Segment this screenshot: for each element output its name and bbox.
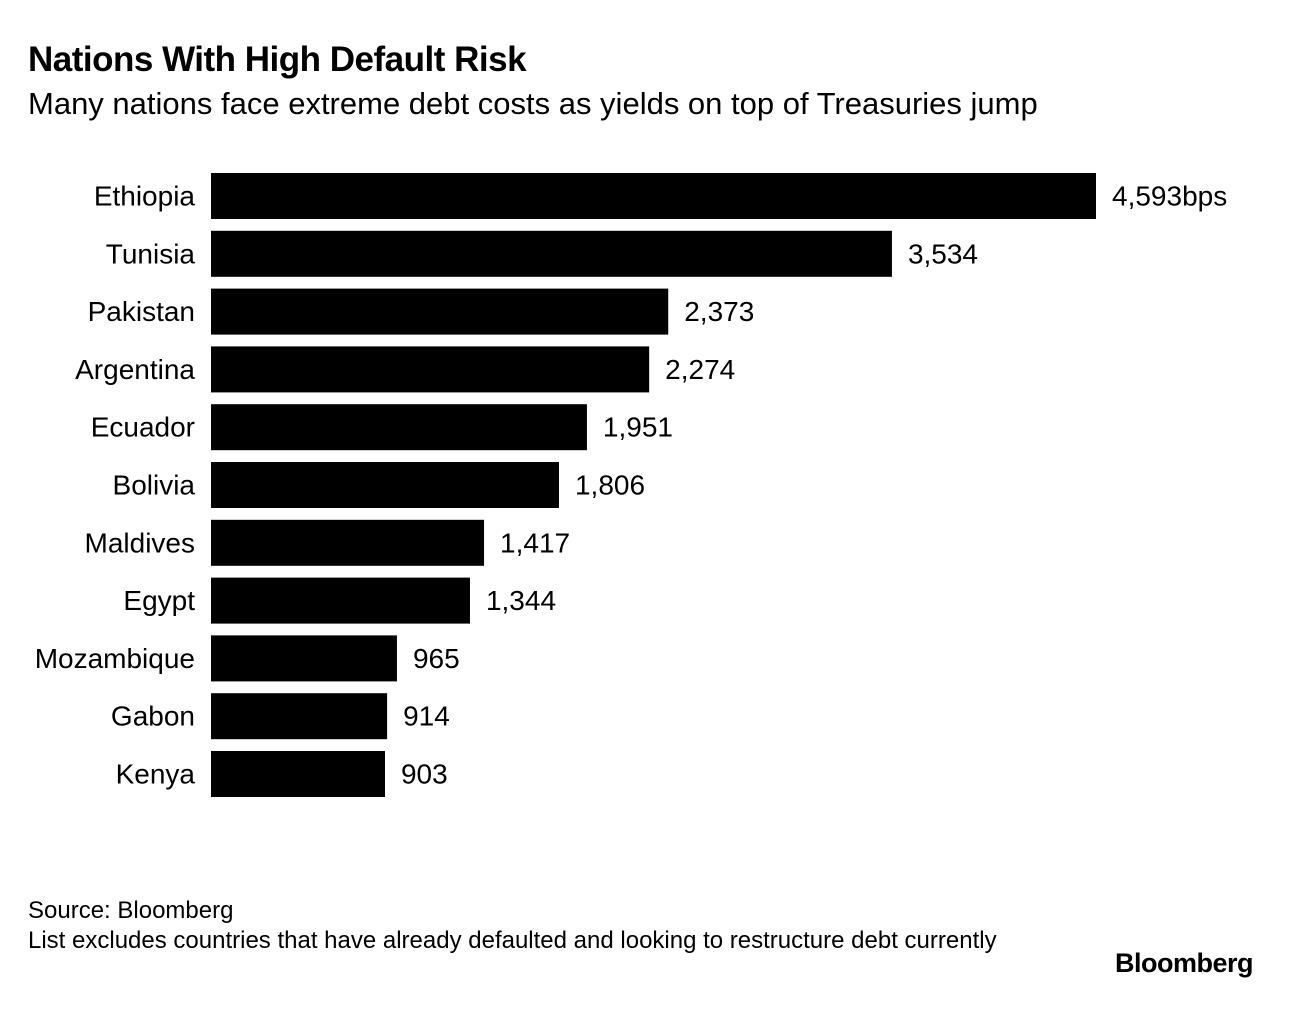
bar-bolivia xyxy=(211,462,559,508)
chart-subtitle: Many nations face extreme debt costs as … xyxy=(28,86,1038,121)
value-label-ethiopia: 4,593bps xyxy=(1112,181,1227,212)
category-label-kenya: Kenya xyxy=(116,759,196,790)
value-label-egypt: 1,344 xyxy=(486,585,556,616)
bloomberg-logo: Bloomberg xyxy=(1114,948,1254,978)
category-label-argentina: Argentina xyxy=(75,354,195,385)
chart-title: Nations With High Default Risk xyxy=(28,40,527,79)
category-label-egypt: Egypt xyxy=(123,585,195,616)
bar-chart: Ethiopia 4,593bps Tunisia 3,534 Pakistan 2,37… xyxy=(35,173,1227,797)
bar-argentina xyxy=(211,346,650,393)
value-label-argentina: 2,274 xyxy=(665,354,735,385)
bar-mozambique xyxy=(211,635,397,682)
category-label-gabon: Gabon xyxy=(111,701,195,732)
footnote: List excludes countries that have alread… xyxy=(28,927,997,954)
category-label-pakistan: Pakistan xyxy=(88,296,195,327)
chart-footer: Source: Bloomberg List excludes countrie… xyxy=(28,896,1038,956)
category-label-ecuador: Ecuador xyxy=(91,412,195,443)
bar-ecuador xyxy=(211,404,587,451)
bar-tunisia xyxy=(211,230,892,277)
bar-maldives xyxy=(211,519,485,566)
value-label-ecuador: 1,951 xyxy=(603,412,673,443)
value-label-pakistan: 2,373 xyxy=(684,296,754,327)
bar-gabon xyxy=(211,693,388,740)
source-note: Source: Bloomberg xyxy=(28,897,234,924)
bar-pakistan xyxy=(211,288,669,335)
bar-kenya xyxy=(211,751,385,797)
category-label-ethiopia: Ethiopia xyxy=(94,181,196,212)
value-label-mozambique: 965 xyxy=(413,643,460,674)
category-label-tunisia: Tunisia xyxy=(106,238,196,269)
category-label-maldives: Maldives xyxy=(85,527,195,558)
value-label-maldives: 1,417 xyxy=(500,527,570,558)
value-label-kenya: 903 xyxy=(401,759,448,790)
bar-egypt xyxy=(211,577,470,624)
category-label-mozambique: Mozambique xyxy=(35,643,195,674)
bar-ethiopia xyxy=(211,173,1096,219)
value-label-bolivia: 1,806 xyxy=(575,470,645,501)
value-label-tunisia: 3,534 xyxy=(908,238,978,269)
value-label-gabon: 914 xyxy=(403,701,450,732)
category-label-bolivia: Bolivia xyxy=(113,470,196,501)
